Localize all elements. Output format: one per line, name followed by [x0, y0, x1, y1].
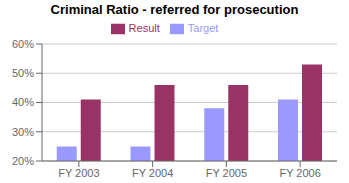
svg-text:FY 2003: FY 2003	[58, 167, 99, 179]
html-text:Criminal Ratio - referred for: Criminal Ratio - referred for prosecutio…	[50, 2, 299, 17]
html-text:Result: Result	[128, 22, 160, 34]
svg-text:20%: 20%	[12, 155, 34, 167]
svg-text:50%: 50%	[12, 67, 34, 79]
html-text:Target: Target	[187, 22, 219, 34]
svg-text:FY 2006: FY 2006	[279, 167, 320, 179]
svg-text:FY 2004: FY 2004	[132, 167, 173, 179]
svg-text:FY 2005: FY 2005	[206, 167, 247, 179]
svg-text:60%: 60%	[12, 38, 34, 50]
svg-text:30%: 30%	[12, 126, 34, 138]
svg-text:40%: 40%	[12, 96, 34, 108]
